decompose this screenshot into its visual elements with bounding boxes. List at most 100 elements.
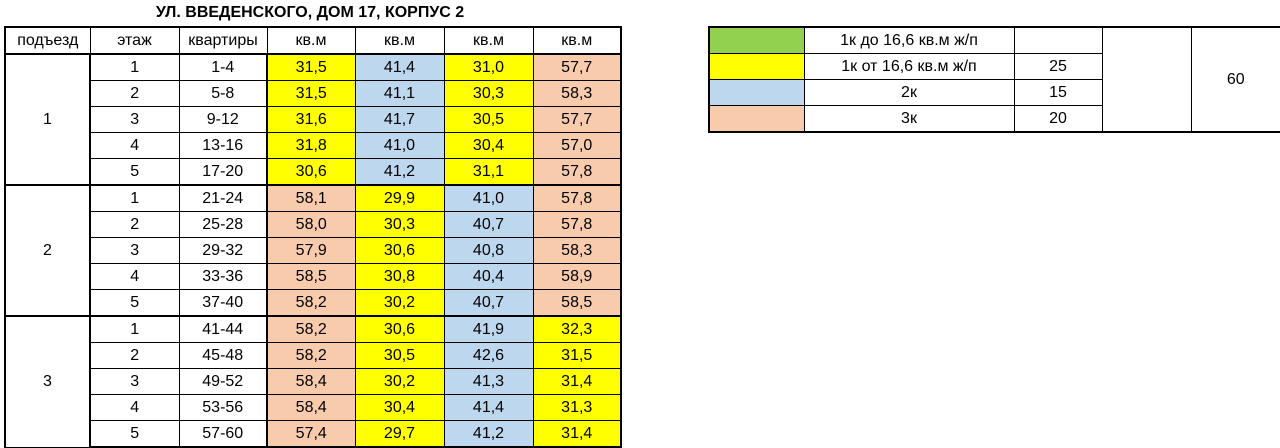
apartments-cell[interactable]: 5-8 [178,80,268,107]
header-cell[interactable]: подъезд [4,26,91,55]
entrance-cell[interactable]: 1 [4,53,91,186]
legend-count[interactable] [1013,26,1103,54]
area-cell[interactable]: 30,5 [354,342,445,369]
area-cell[interactable]: 30,3 [443,80,534,107]
apartments-cell[interactable]: 53-56 [178,394,268,421]
apartments-cell[interactable]: 13-16 [178,132,268,159]
area-cell[interactable]: 30,6 [354,237,445,264]
area-cell[interactable]: 31,8 [266,132,356,159]
area-cell[interactable]: 41,4 [443,394,534,421]
area-cell[interactable]: 58,9 [532,263,622,290]
area-cell[interactable]: 30,5 [443,106,534,133]
floor-cell[interactable]: 5 [89,420,180,448]
area-cell[interactable]: 58,1 [266,184,356,212]
area-cell[interactable]: 57,7 [532,53,622,81]
area-cell[interactable]: 58,2 [266,315,356,343]
area-cell[interactable]: 41,2 [443,420,534,448]
area-cell[interactable]: 58,2 [266,289,356,317]
area-cell[interactable]: 31,4 [532,420,622,448]
area-cell[interactable]: 30,6 [266,158,356,186]
legend-count[interactable]: 20 [1013,105,1103,133]
area-cell[interactable]: 58,5 [532,289,622,317]
legend-label[interactable]: 2к [803,79,1015,106]
area-cell[interactable]: 30,4 [354,394,445,421]
area-cell[interactable]: 31,1 [443,158,534,186]
legend-total[interactable]: 60 [1190,26,1280,133]
legend-label[interactable]: 1к от 16,6 кв.м ж/п [803,53,1015,80]
area-cell[interactable]: 31,3 [532,394,622,421]
area-cell[interactable]: 30,2 [354,289,445,317]
area-cell[interactable]: 58,4 [266,394,356,421]
apartments-cell[interactable]: 45-48 [178,342,268,369]
apartments-cell[interactable]: 33-36 [178,263,268,290]
legend-label[interactable]: 1к до 16,6 кв.м ж/п [803,26,1015,54]
area-cell[interactable]: 30,8 [354,263,445,290]
legend-empty-cell[interactable] [1101,26,1192,133]
area-cell[interactable]: 58,0 [266,211,356,238]
floor-cell[interactable]: 4 [89,394,180,421]
floor-cell[interactable]: 1 [89,315,180,343]
area-cell[interactable]: 32,3 [532,315,622,343]
area-cell[interactable]: 41,7 [354,106,445,133]
area-cell[interactable]: 57,8 [532,211,622,238]
area-cell[interactable]: 57,7 [532,106,622,133]
area-cell[interactable]: 58,5 [266,263,356,290]
area-cell[interactable]: 58,4 [266,368,356,395]
area-cell[interactable]: 57,9 [266,237,356,264]
legend-swatch[interactable] [708,79,805,106]
area-cell[interactable]: 31,5 [266,53,356,81]
header-cell[interactable]: кв.м [443,26,534,55]
area-cell[interactable]: 41,0 [443,184,534,212]
area-cell[interactable]: 41,3 [443,368,534,395]
floor-cell[interactable]: 1 [89,53,180,81]
legend-swatch[interactable] [708,105,805,133]
area-cell[interactable]: 31,5 [266,80,356,107]
area-cell[interactable]: 58,3 [532,80,622,107]
apartments-cell[interactable]: 17-20 [178,158,268,186]
area-cell[interactable]: 58,3 [532,237,622,264]
floor-cell[interactable]: 2 [89,80,180,107]
entrance-cell[interactable]: 2 [4,184,91,317]
legend-count[interactable]: 15 [1013,79,1103,106]
area-cell[interactable]: 58,2 [266,342,356,369]
area-cell[interactable]: 57,4 [266,420,356,448]
floor-cell[interactable]: 4 [89,263,180,290]
legend-swatch[interactable] [708,53,805,80]
header-cell[interactable]: кв.м [354,26,445,55]
legend-swatch[interactable] [708,26,805,54]
header-cell[interactable]: квартиры [178,26,268,55]
area-cell[interactable]: 41,9 [443,315,534,343]
floor-cell[interactable]: 2 [89,211,180,238]
floor-cell[interactable]: 3 [89,106,180,133]
apartments-cell[interactable]: 29-32 [178,237,268,264]
area-cell[interactable]: 41,1 [354,80,445,107]
area-cell[interactable]: 41,0 [354,132,445,159]
area-cell[interactable]: 40,7 [443,211,534,238]
area-cell[interactable]: 29,9 [354,184,445,212]
area-cell[interactable]: 57,0 [532,132,622,159]
legend-count[interactable]: 25 [1013,53,1103,80]
legend-label[interactable]: 3к [803,105,1015,133]
area-cell[interactable]: 40,7 [443,289,534,317]
floor-cell[interactable]: 4 [89,132,180,159]
floor-cell[interactable]: 2 [89,342,180,369]
apartments-cell[interactable]: 21-24 [178,184,268,212]
apartments-cell[interactable]: 41-44 [178,315,268,343]
area-cell[interactable]: 30,2 [354,368,445,395]
area-cell[interactable]: 31,0 [443,53,534,81]
area-cell[interactable]: 40,8 [443,237,534,264]
area-cell[interactable]: 41,2 [354,158,445,186]
area-cell[interactable]: 30,6 [354,315,445,343]
apartments-cell[interactable]: 49-52 [178,368,268,395]
floor-cell[interactable]: 5 [89,158,180,186]
area-cell[interactable]: 30,4 [443,132,534,159]
area-cell[interactable]: 29,7 [354,420,445,448]
area-cell[interactable]: 41,4 [354,53,445,81]
apartments-cell[interactable]: 1-4 [178,53,268,81]
floor-cell[interactable]: 3 [89,237,180,264]
header-cell[interactable]: этаж [89,26,180,55]
area-cell[interactable]: 31,6 [266,106,356,133]
area-cell[interactable]: 57,8 [532,158,622,186]
apartments-cell[interactable]: 25-28 [178,211,268,238]
entrance-cell[interactable]: 3 [4,315,91,448]
